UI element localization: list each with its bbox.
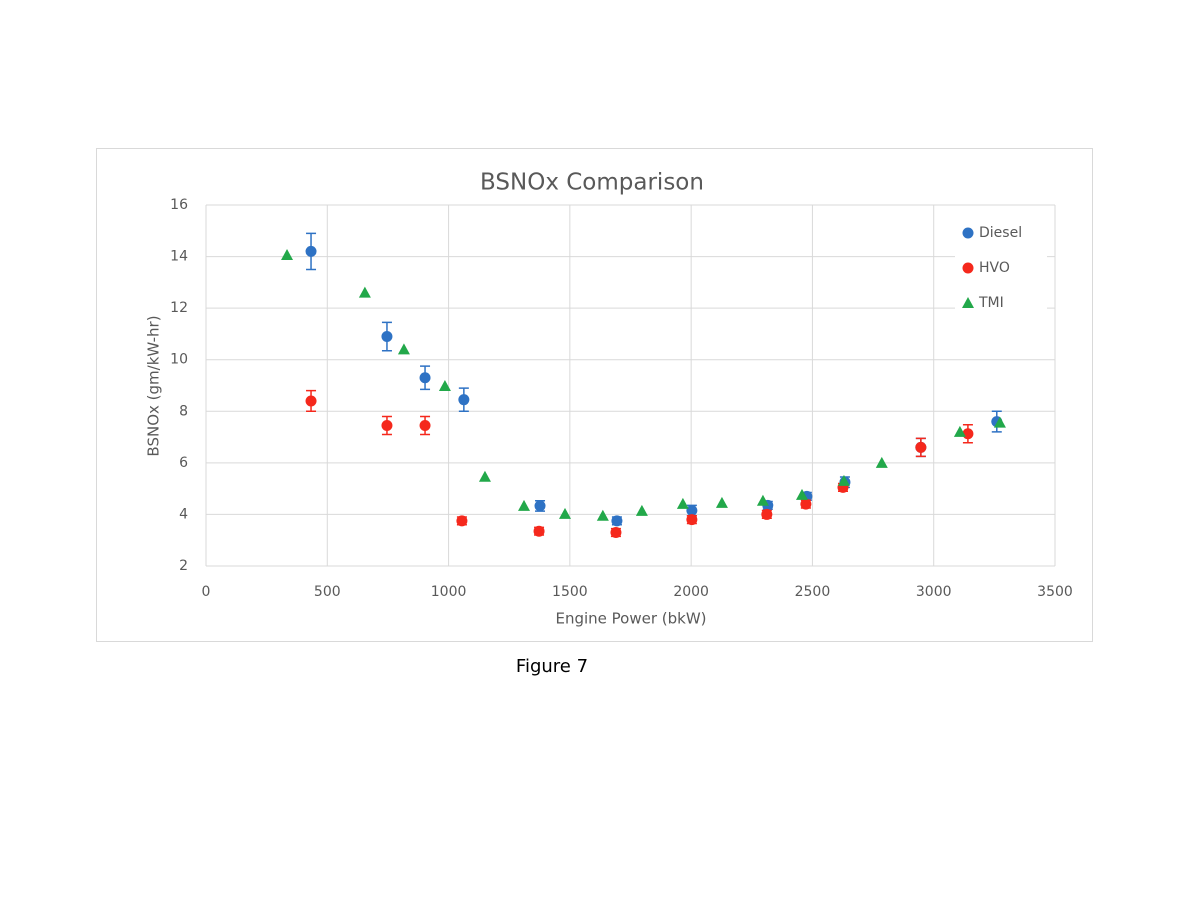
y-axis-label: BSNOx (gm/kW-hr) — [145, 315, 163, 456]
legend-label: TMI — [978, 295, 1004, 311]
x-axis-label: Engine Power (bkW) — [555, 610, 706, 628]
data-point — [534, 500, 546, 512]
x-tick-label: 2500 — [795, 584, 831, 600]
y-tick-label: 10 — [170, 352, 188, 368]
y-tick-label: 2 — [179, 558, 188, 574]
data-point — [611, 515, 623, 527]
data-point — [596, 509, 609, 521]
y-tick-label: 8 — [179, 403, 188, 419]
data-point — [686, 514, 698, 526]
data-point — [610, 526, 622, 538]
legend-label: HVO — [979, 260, 1010, 276]
data-point — [795, 488, 808, 500]
x-tick-label: 0 — [202, 584, 211, 600]
chart-frame — [96, 148, 1093, 642]
data-point — [559, 507, 572, 519]
y-tick-label: 12 — [170, 300, 188, 316]
figure-caption: Figure 7 — [516, 656, 588, 677]
data-point — [915, 441, 927, 453]
data-point — [381, 419, 393, 431]
x-tick-label: 3500 — [1037, 584, 1073, 600]
data-point — [837, 474, 850, 486]
y-tick-label: 6 — [179, 455, 188, 471]
x-tick-label: 1000 — [431, 584, 467, 600]
data-point — [800, 498, 812, 510]
data-point — [305, 245, 317, 257]
data-point — [518, 499, 531, 511]
data-point — [381, 331, 393, 343]
data-point — [676, 497, 689, 509]
x-tick-label: 1500 — [552, 584, 588, 600]
data-point — [438, 380, 451, 392]
y-tick-label: 14 — [170, 249, 188, 265]
data-point — [715, 496, 728, 508]
x-tick-label: 2000 — [673, 584, 709, 600]
x-tick-label: 500 — [314, 584, 341, 600]
y-tick-label: 16 — [170, 197, 188, 213]
x-tick-label: 3000 — [916, 584, 952, 600]
legend-marker — [962, 227, 974, 239]
data-point — [756, 494, 769, 506]
data-point — [993, 416, 1006, 428]
data-point — [761, 508, 773, 520]
data-point — [953, 425, 966, 437]
data-point — [419, 419, 431, 431]
chart-title: BSNOx Comparison — [480, 170, 704, 196]
data-point — [533, 525, 545, 537]
data-point — [478, 470, 491, 482]
y-tick-label: 4 — [179, 506, 188, 522]
legend-marker — [962, 297, 974, 308]
data-point — [458, 394, 470, 406]
data-point — [686, 505, 698, 517]
data-point — [281, 249, 294, 261]
data-point — [397, 343, 410, 355]
data-point — [358, 286, 371, 298]
data-point — [875, 456, 888, 468]
data-point — [419, 372, 431, 384]
legend-label: Diesel — [979, 225, 1022, 241]
data-point — [635, 504, 648, 516]
data-point — [305, 395, 317, 407]
legend-marker — [962, 262, 974, 274]
data-point — [456, 515, 468, 527]
